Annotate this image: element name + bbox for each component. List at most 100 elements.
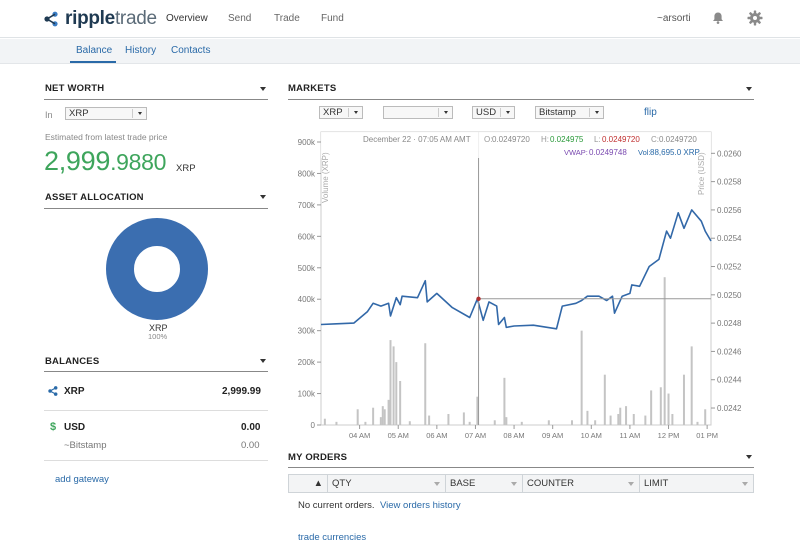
info-vol: 88,695.0 XRP	[650, 148, 700, 157]
markets-caret-icon[interactable]	[746, 87, 752, 91]
balances-caret-icon[interactable]	[260, 359, 266, 363]
flip-link[interactable]: flip	[644, 107, 657, 118]
gear-icon[interactable]	[747, 10, 763, 26]
bell-icon[interactable]	[711, 11, 725, 25]
balances-title: BALANCES	[45, 356, 100, 367]
net-worth-unit: XRP	[176, 163, 196, 174]
x-tick-label: 05 AM	[388, 431, 409, 440]
chevron-down-icon	[742, 482, 748, 486]
counter-currency-value: USD	[476, 107, 497, 118]
nav-trade[interactable]: Trade	[274, 13, 300, 24]
volume-bar	[704, 409, 707, 425]
volume-bar	[389, 340, 392, 425]
volume-bar	[594, 420, 597, 425]
chevron-down-icon	[511, 482, 517, 486]
sub-nav: Balance History Contacts	[0, 39, 800, 64]
net-worth-value: 2,999.9880	[44, 146, 167, 176]
info-vol-label: Vol:	[638, 148, 651, 157]
allocation-pct: 100%	[148, 332, 168, 341]
subnav-balance[interactable]: Balance	[76, 45, 113, 56]
net-worth-caret-icon[interactable]	[260, 87, 266, 91]
volume-bar	[520, 421, 523, 425]
volume-bar	[493, 420, 496, 425]
user-name[interactable]: ~arsorti	[657, 13, 691, 24]
nav-send[interactable]: Send	[228, 13, 252, 24]
counter-issuer-select[interactable]: Bitstamp	[535, 106, 604, 119]
volume-bar	[399, 380, 402, 425]
net-worth-title: NET WORTH	[45, 83, 105, 94]
asset-allocation-caret-icon[interactable]	[260, 195, 266, 199]
net-worth-currency-select[interactable]: XRP	[65, 107, 147, 120]
sort-icon[interactable]: ▲	[313, 478, 323, 489]
y-left-axis-label: Volume (XRP)	[321, 152, 330, 203]
dollar-icon: $	[50, 421, 57, 433]
y-right-tick-label: 0.0242	[717, 404, 742, 413]
nav-fund[interactable]: Fund	[321, 13, 344, 24]
subnav-contacts[interactable]: Contacts	[171, 45, 211, 56]
orders-history-link[interactable]: View orders history	[380, 500, 461, 511]
chart-axes: 0 100k 200k 300k 400k 500k 600k 700k 800k 900k 0.0…	[298, 138, 742, 440]
volume-bar	[625, 406, 628, 425]
chevron-down-icon	[595, 111, 599, 114]
chart-grid	[320, 131, 712, 426]
col-counter[interactable]: COUNTER	[522, 475, 639, 492]
volume-bar	[364, 421, 367, 425]
volume-bar	[356, 409, 359, 425]
orders-caret-icon[interactable]	[746, 455, 752, 459]
subnav-history[interactable]: History	[125, 45, 157, 56]
base-currency-select[interactable]: XRP	[319, 106, 363, 119]
x-tick-label: 04 AM	[349, 431, 370, 440]
allocation-slice-xrp	[106, 218, 208, 320]
y-left-tick-label: 700k	[298, 201, 316, 210]
nav-overview[interactable]: Overview	[166, 13, 208, 24]
ripple-logo[interactable]: rippletrade	[44, 8, 157, 30]
volume-bars	[323, 277, 707, 425]
info-vwap: 0.0249748	[589, 148, 627, 157]
info-low: 0.0249720	[602, 135, 640, 144]
chevron-down-icon	[444, 111, 448, 114]
info-low-label: L:	[594, 135, 601, 144]
base-currency-value: XRP	[323, 107, 343, 118]
gateway-name: ~Bitstamp	[64, 440, 107, 451]
base-issuer-select[interactable]	[383, 106, 453, 119]
y-right-tick-label: 0.0252	[717, 263, 742, 272]
col-limit[interactable]: LIMIT	[639, 475, 753, 492]
volume-bar	[696, 421, 699, 425]
volume-bar	[671, 413, 674, 425]
orders-title: MY ORDERS	[288, 452, 348, 463]
x-tick-label: 08 AM	[503, 431, 524, 440]
asset-allocation-title: ASSET ALLOCATION	[45, 192, 144, 203]
info-box	[321, 132, 711, 158]
ripple-logo-icon	[44, 11, 58, 27]
info-open-label: O:	[484, 135, 492, 144]
chevron-down-icon	[506, 111, 510, 114]
info-high: 0.024975	[550, 135, 584, 144]
trade-currencies-link[interactable]: trade currencies	[298, 532, 367, 543]
volume-bar	[619, 407, 622, 425]
net-worth-currency-value: XRP	[69, 108, 89, 119]
chevron-down-icon	[138, 112, 142, 115]
info-datetime: December 22 · 07:05 AM AMT	[363, 135, 471, 144]
volume-bar	[372, 407, 375, 425]
x-tick-label: 11 AM	[620, 431, 641, 440]
counter-currency-select[interactable]: USD	[472, 106, 515, 119]
volume-bar	[580, 330, 583, 425]
x-tick-label: 01 PM	[696, 431, 718, 440]
y-left-tick-label: 300k	[298, 327, 316, 336]
volume-bar	[335, 421, 338, 425]
y-right-tick-label: 0.0260	[717, 149, 742, 158]
volume-bar	[503, 377, 506, 425]
price-line	[320, 209, 712, 330]
market-chart[interactable]: 0 100k 200k 300k 400k 500k 600k 700k 800k 900k 0.0…	[288, 127, 758, 445]
balance-usd-currency: USD	[64, 422, 86, 433]
col-qty[interactable]: QTY	[327, 475, 445, 492]
active-tab-underline	[70, 61, 116, 63]
add-gateway-link[interactable]: add gateway	[55, 474, 109, 485]
volume-bar	[570, 420, 573, 425]
xrp-icon	[48, 386, 58, 396]
crosshair-point	[476, 296, 481, 301]
col-base[interactable]: BASE	[445, 475, 522, 492]
counter-issuer-value: Bitstamp	[539, 107, 576, 118]
volume-bar	[323, 418, 326, 425]
volume-bar	[381, 406, 384, 425]
